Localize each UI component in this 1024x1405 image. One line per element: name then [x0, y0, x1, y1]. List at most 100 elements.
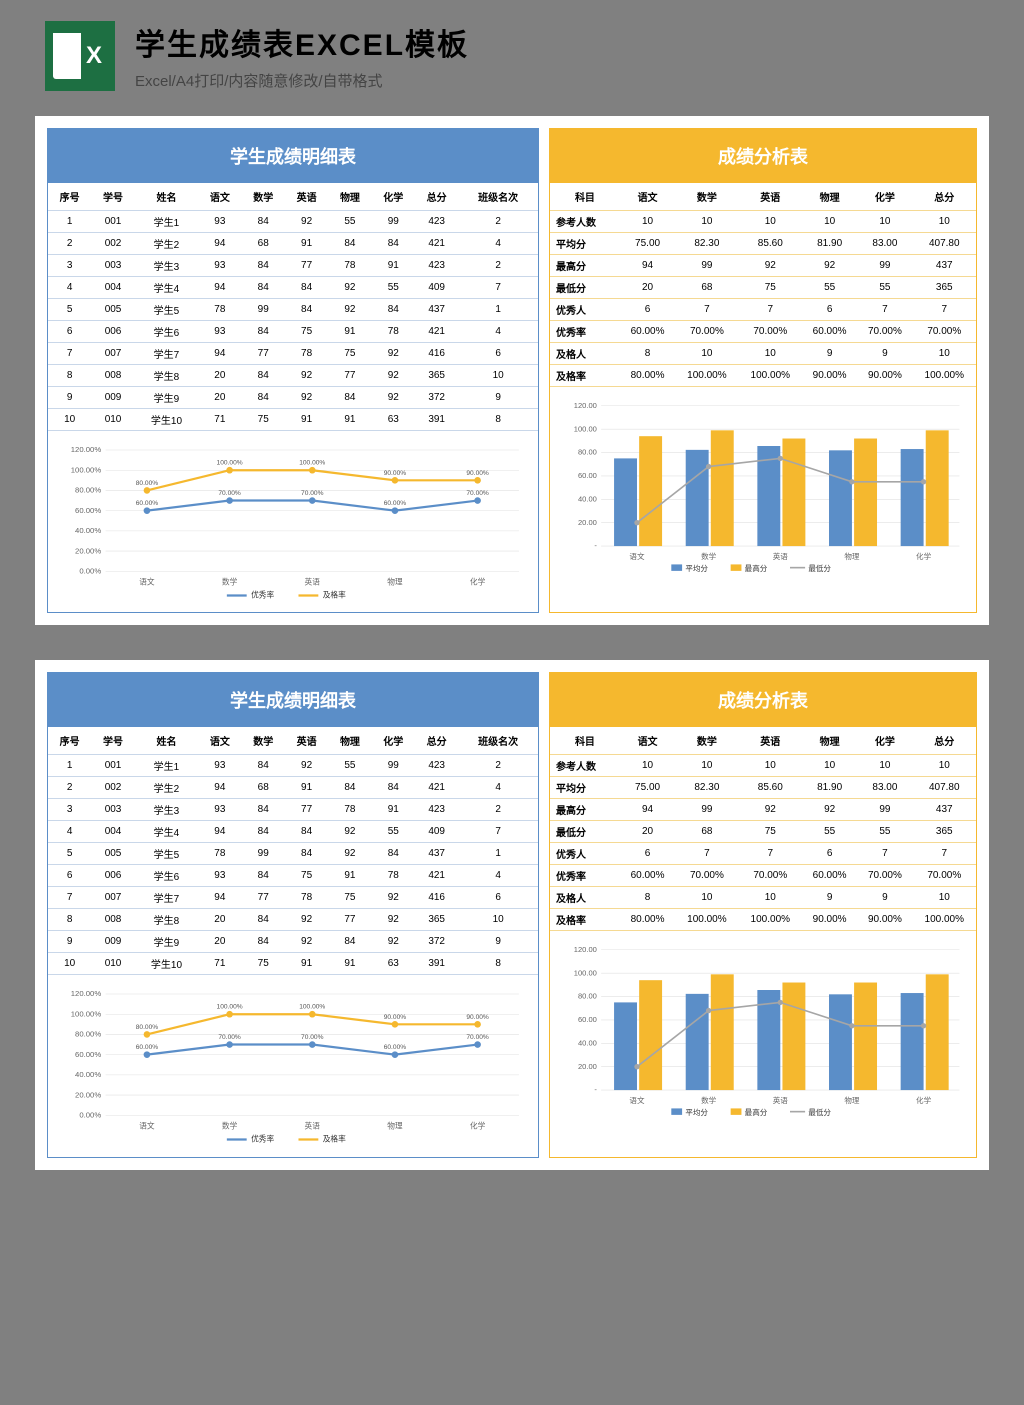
table-cell: 7: [913, 843, 976, 865]
column-header: 数学: [675, 183, 738, 211]
table-cell: 20: [198, 931, 241, 953]
svg-text:100.00: 100.00: [574, 969, 597, 978]
column-header: 姓名: [135, 727, 198, 755]
table-cell: 10: [802, 755, 857, 777]
table-cell: 3: [48, 799, 91, 821]
table-cell: 68: [675, 821, 738, 843]
table-cell: 78: [328, 255, 371, 277]
table-cell: 7: [675, 843, 738, 865]
table-cell: 75: [328, 343, 371, 365]
table-cell: 84: [242, 211, 285, 233]
table-row: 最高分9499929299437: [550, 799, 976, 821]
table-cell: 99: [857, 799, 912, 821]
svg-text:120.00: 120.00: [574, 401, 597, 410]
table-row: 及格率80.00%100.00%100.00%90.00%90.00%100.0…: [550, 909, 976, 931]
table-cell: 2: [458, 211, 538, 233]
table-cell: 7: [675, 299, 738, 321]
table-cell: 9: [48, 387, 91, 409]
svg-text:90.00%: 90.00%: [466, 1014, 489, 1021]
table-cell: 最低分: [550, 277, 620, 299]
table-cell: 及格率: [550, 909, 620, 931]
table-cell: 83.00: [857, 777, 912, 799]
svg-text:平均分: 平均分: [685, 563, 708, 573]
table-cell: 437: [415, 843, 458, 865]
table-cell: 7: [739, 299, 802, 321]
table-cell: 10: [675, 755, 738, 777]
table-cell: 84: [285, 821, 328, 843]
table-cell: 92: [285, 909, 328, 931]
table-cell: 90.00%: [857, 365, 912, 387]
column-header: 序号: [48, 183, 91, 211]
table-cell: 99: [372, 211, 415, 233]
table-row: 参考人数101010101010: [550, 211, 976, 233]
table-cell: 6: [458, 343, 538, 365]
table-cell: 84: [242, 821, 285, 843]
table-cell: 55: [372, 277, 415, 299]
table-cell: 6: [802, 843, 857, 865]
table-cell: 7: [857, 843, 912, 865]
table-cell: 92: [372, 909, 415, 931]
table-cell: 9: [857, 887, 912, 909]
table-row: 10010学生1071759191633918: [48, 409, 538, 431]
table-cell: 10: [913, 755, 976, 777]
svg-text:数学: 数学: [701, 1095, 717, 1105]
table-cell: 学生5: [135, 843, 198, 865]
table-cell: 7: [739, 843, 802, 865]
svg-text:40.00%: 40.00%: [75, 526, 101, 535]
column-header: 化学: [372, 727, 415, 755]
svg-text:100.00%: 100.00%: [71, 465, 102, 474]
table-cell: 003: [91, 255, 134, 277]
analysis-table: 科目语文数学英语物理化学总分参考人数101010101010平均分75.0082…: [550, 183, 976, 387]
table-cell: 90.00%: [802, 909, 857, 931]
table-cell: 9: [802, 887, 857, 909]
table-cell: 6: [802, 299, 857, 321]
table-cell: 437: [913, 799, 976, 821]
table-cell: 100.00%: [675, 365, 738, 387]
table-cell: 82.30: [675, 233, 738, 255]
table-row: 2002学生294689184844214: [48, 777, 538, 799]
table-cell: 84: [372, 843, 415, 865]
svg-text:-: -: [594, 1086, 597, 1095]
svg-text:100.00: 100.00: [574, 424, 597, 433]
column-header: 语文: [620, 727, 675, 755]
table-cell: 1: [458, 299, 538, 321]
table-row: 5005学生578998492844371: [48, 843, 538, 865]
svg-text:90.00%: 90.00%: [466, 470, 489, 477]
svg-text:100.00%: 100.00%: [217, 1004, 243, 1011]
table-cell: 92: [372, 931, 415, 953]
line-chart: 0.00%20.00%40.00%60.00%80.00%100.00%120.…: [48, 975, 538, 1156]
table-row: 参考人数101010101010: [550, 755, 976, 777]
table-cell: 007: [91, 887, 134, 909]
table-row: 优秀人677677: [550, 843, 976, 865]
table-cell: 20: [198, 387, 241, 409]
table-cell: 010: [91, 953, 134, 975]
svg-text:英语: 英语: [305, 1121, 321, 1131]
table-cell: 学生10: [135, 409, 198, 431]
table-cell: 10: [458, 365, 538, 387]
table-cell: 7: [857, 299, 912, 321]
table-cell: 最高分: [550, 255, 620, 277]
table-cell: 68: [242, 777, 285, 799]
table-cell: 70.00%: [739, 865, 802, 887]
svg-text:语文: 语文: [139, 576, 155, 586]
table-cell: 优秀率: [550, 865, 620, 887]
table-cell: 85.60: [739, 777, 802, 799]
table-cell: 优秀人: [550, 843, 620, 865]
table-cell: 4: [458, 233, 538, 255]
table-cell: 学生6: [135, 321, 198, 343]
table-cell: 84: [242, 321, 285, 343]
table-cell: 002: [91, 777, 134, 799]
column-header: 学号: [91, 727, 134, 755]
table-cell: 94: [620, 799, 675, 821]
table-cell: 10: [802, 211, 857, 233]
column-header: 语文: [198, 183, 241, 211]
table-cell: 70.00%: [739, 321, 802, 343]
svg-text:数学: 数学: [222, 1121, 238, 1131]
excel-icon: [45, 21, 115, 91]
table-cell: 84: [242, 365, 285, 387]
column-header: 化学: [372, 183, 415, 211]
table-cell: 8: [48, 365, 91, 387]
table-cell: 55: [802, 821, 857, 843]
table-cell: 365: [913, 277, 976, 299]
svg-text:及格率: 及格率: [323, 1134, 346, 1144]
